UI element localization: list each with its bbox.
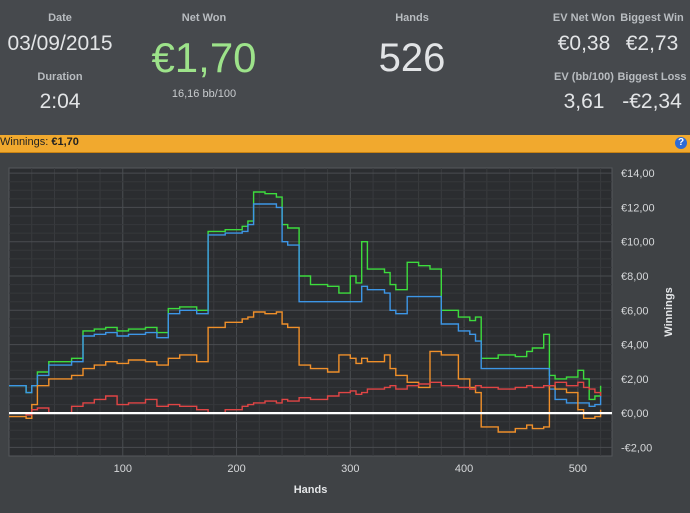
biggest-win-value: €2,73 <box>625 32 679 55</box>
series-line-1 <box>9 203 602 407</box>
date-label: Date <box>48 12 72 24</box>
net-won-label: Net Won <box>181 12 227 24</box>
date-value: 03/09/2015 <box>7 32 113 55</box>
ev-bb100-label: EV (bb/100) <box>554 71 614 83</box>
series-line-2 <box>9 311 602 433</box>
duration-value: 2:04 <box>39 90 81 113</box>
y-tick-label: -€2,00 <box>621 442 652 454</box>
biggest-loss-label: Biggest Loss <box>617 71 687 83</box>
hands-value: 526 <box>378 36 446 80</box>
duration-label: Duration <box>37 71 83 83</box>
x-tick-label: 100 <box>114 463 132 475</box>
y-tick-label: €12,00 <box>621 202 655 214</box>
winnings-chart: -€2,00 €0,00 €2,00 €4,00 €6,00 €8,00 €10,00 €12… <box>8 167 675 496</box>
y-tick-label: €0,00 <box>621 408 649 420</box>
x-tick-label: 500 <box>569 463 587 475</box>
y-tick-label: €8,00 <box>621 271 649 283</box>
hands-label: Hands <box>395 12 429 24</box>
x-tick-label: 400 <box>455 463 473 475</box>
winnings-bar: Winnings: €1,70 ? <box>0 135 690 153</box>
winnings-bar-value: €1,70 <box>51 136 79 148</box>
stats-panel: Date 03/09/2015 Duration 2:04 Net Won €1… <box>0 0 690 135</box>
ev-net-won-value: €0,38 <box>557 32 611 55</box>
help-icon[interactable]: ? <box>675 137 687 149</box>
x-tick-label: 200 <box>227 463 245 475</box>
series-line-3 <box>9 381 602 416</box>
ev-bb100-value: 3,61 <box>563 90 605 113</box>
y-tick-label: €4,00 <box>621 340 649 352</box>
y-tick-label: €14,00 <box>621 168 655 180</box>
series-line-0 <box>9 191 602 401</box>
y-tick-label: €2,00 <box>621 374 649 386</box>
x-tick-label: 300 <box>341 463 359 475</box>
ev-net-won-label: EV Net Won <box>552 12 616 24</box>
bb-per-100: 16,16 bb/100 <box>171 88 237 100</box>
net-won-value: €1,70 <box>151 34 257 81</box>
x-axis-label: Hands <box>294 484 328 496</box>
y-tick-label: €6,00 <box>621 305 649 317</box>
y-axis-label: Winnings <box>663 287 675 336</box>
biggest-loss-value: -€2,34 <box>622 90 682 113</box>
biggest-win-label: Biggest Win <box>620 12 684 24</box>
winnings-bar-label: Winnings: <box>0 136 49 148</box>
winnings-chart-panel: -€2,00 €0,00 €2,00 €4,00 €6,00 €8,00 €10,00 €12… <box>0 153 690 508</box>
y-tick-label: €10,00 <box>621 237 655 249</box>
winnings-bar-text: Winnings: €1,70 <box>0 136 79 148</box>
